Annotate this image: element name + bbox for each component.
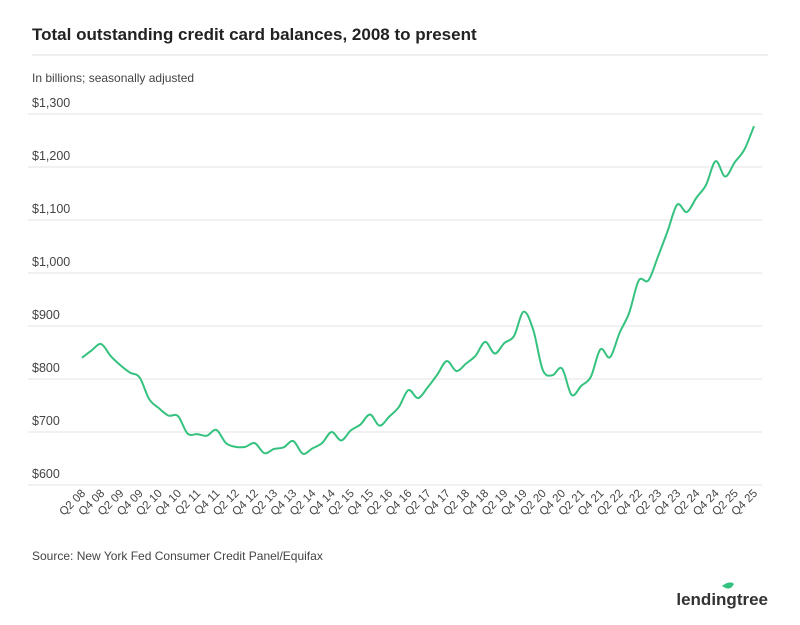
logo: lendingtree (676, 590, 768, 609)
subtitle: In billions; seasonally adjusted (32, 71, 194, 85)
y-tick-label: $1,200 (32, 149, 70, 163)
y-tick-label: $700 (32, 414, 60, 428)
chart-title: Total outstanding credit card balances, … (32, 25, 477, 44)
data-line (81, 125, 755, 455)
y-tick-label: $1,100 (32, 202, 70, 216)
y-tick-label: $1,300 (32, 96, 70, 110)
y-tick-label: $900 (32, 308, 60, 322)
y-tick-label: $600 (32, 467, 60, 481)
source: Source: New York Fed Consumer Credit Pan… (32, 549, 323, 563)
y-tick-label: $800 (32, 361, 60, 375)
y-tick-label: $1,000 (32, 255, 70, 269)
logo-leaf (722, 582, 734, 589)
